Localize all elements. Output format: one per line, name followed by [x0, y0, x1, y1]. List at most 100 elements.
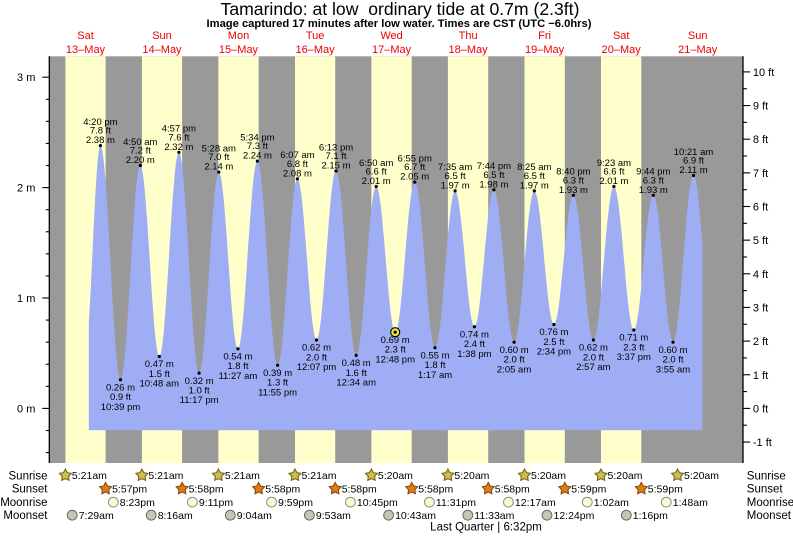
svg-text:5:28 am: 5:28 am: [202, 143, 236, 154]
svg-text:7.2 ft: 7.2 ft: [130, 146, 151, 157]
svg-text:2.4 ft: 2.4 ft: [464, 339, 485, 350]
svg-text:12:07 pm: 12:07 pm: [297, 362, 337, 373]
svg-text:6.8 ft: 6.8 ft: [287, 159, 308, 170]
svg-text:6.5 ft: 6.5 ft: [483, 170, 504, 181]
svg-text:5 ft: 5 ft: [753, 235, 768, 247]
svg-text:5:20am: 5:20am: [608, 470, 643, 482]
svg-text:9:53am: 9:53am: [316, 510, 351, 522]
svg-text:5:59pm: 5:59pm: [648, 484, 683, 496]
svg-text:0.47 m: 0.47 m: [145, 359, 174, 370]
svg-text:2.24 m: 2.24 m: [243, 151, 272, 162]
svg-text:1.93 m: 1.93 m: [639, 185, 668, 196]
svg-text:2.15 m: 2.15 m: [321, 161, 350, 172]
svg-text:10:21 am: 10:21 am: [674, 147, 714, 158]
svg-text:5:21am: 5:21am: [72, 470, 107, 482]
svg-text:0.39 m: 0.39 m: [263, 368, 292, 379]
svg-text:10:48 am: 10:48 am: [139, 379, 179, 390]
svg-text:Moonset: Moonset: [747, 510, 792, 522]
svg-text:8:40 pm: 8:40 pm: [556, 167, 590, 178]
svg-text:5:58pm: 5:58pm: [495, 484, 530, 496]
svg-text:1:38 pm: 1:38 pm: [457, 349, 491, 360]
svg-text:4:20 pm: 4:20 pm: [83, 117, 117, 128]
svg-text:3 ft: 3 ft: [753, 303, 768, 315]
svg-text:1.97 m: 1.97 m: [520, 180, 549, 191]
svg-text:6.7 ft: 6.7 ft: [404, 162, 425, 173]
svg-text:0 ft: 0 ft: [753, 403, 768, 415]
svg-text:5:58pm: 5:58pm: [342, 484, 377, 496]
svg-text:6:50 am: 6:50 am: [359, 158, 393, 169]
svg-text:4:57 pm: 4:57 pm: [162, 124, 196, 135]
svg-text:0.48 m: 0.48 m: [342, 358, 371, 369]
svg-text:2.3 ft: 2.3 ft: [385, 345, 406, 356]
svg-text:Sun: Sun: [152, 30, 172, 42]
svg-text:7.8 ft: 7.8 ft: [90, 126, 111, 137]
svg-text:7.6 ft: 7.6 ft: [168, 132, 189, 143]
svg-text:6 ft: 6 ft: [753, 202, 768, 214]
svg-text:7:44 pm: 7:44 pm: [477, 161, 511, 172]
svg-text:2.0 ft: 2.0 ft: [306, 352, 327, 363]
svg-text:6.3 ft: 6.3 ft: [643, 175, 664, 186]
svg-text:18–May: 18–May: [449, 44, 489, 56]
svg-text:5:58pm: 5:58pm: [189, 484, 224, 496]
svg-text:Moonrise: Moonrise: [0, 497, 47, 509]
svg-text:2.01 m: 2.01 m: [362, 176, 391, 187]
svg-text:10:43am: 10:43am: [395, 510, 436, 522]
svg-text:9 ft: 9 ft: [753, 101, 768, 113]
svg-text:Sun: Sun: [688, 30, 708, 42]
svg-text:0.60 m: 0.60 m: [658, 345, 687, 356]
svg-text:2.3 ft: 2.3 ft: [623, 342, 644, 353]
svg-text:9:59pm: 9:59pm: [278, 497, 313, 509]
svg-text:2:05 am: 2:05 am: [497, 364, 531, 375]
svg-text:5:20am: 5:20am: [378, 470, 413, 482]
svg-text:6.5 ft: 6.5 ft: [524, 171, 545, 182]
svg-text:6.3 ft: 6.3 ft: [563, 175, 584, 186]
svg-text:Moonset: Moonset: [3, 510, 48, 522]
svg-text:5:58pm: 5:58pm: [418, 484, 453, 496]
svg-text:Sat: Sat: [77, 30, 94, 42]
svg-text:9:44 pm: 9:44 pm: [636, 167, 670, 178]
svg-text:2:34 pm: 2:34 pm: [537, 347, 571, 358]
svg-text:7:35 am: 7:35 am: [438, 162, 472, 173]
svg-text:21–May: 21–May: [678, 44, 718, 56]
svg-text:0.9 ft: 0.9 ft: [110, 392, 131, 403]
svg-text:Sunrise: Sunrise: [747, 470, 786, 482]
svg-text:3 m: 3 m: [17, 72, 35, 84]
svg-text:1.97 m: 1.97 m: [441, 180, 470, 191]
svg-text:0 m: 0 m: [17, 403, 35, 415]
svg-text:Sunset: Sunset: [747, 484, 784, 496]
svg-text:16–May: 16–May: [296, 44, 336, 56]
svg-text:5:20am: 5:20am: [684, 470, 719, 482]
svg-text:0.60 m: 0.60 m: [500, 345, 529, 356]
svg-text:10 ft: 10 ft: [753, 67, 774, 79]
svg-text:Thu: Thu: [459, 30, 478, 42]
svg-text:1:02am: 1:02am: [594, 497, 629, 509]
svg-text:9:11pm: 9:11pm: [199, 497, 233, 509]
svg-text:0.26 m: 0.26 m: [106, 382, 135, 393]
svg-text:12:24pm: 12:24pm: [554, 510, 595, 522]
svg-text:5:21am: 5:21am: [225, 470, 260, 482]
svg-text:1.3 ft: 1.3 ft: [267, 378, 288, 389]
svg-text:8:23pm: 8:23pm: [120, 497, 155, 509]
svg-text:9:23 am: 9:23 am: [597, 158, 631, 169]
svg-text:Wed: Wed: [380, 30, 402, 42]
svg-text:12:48 pm: 12:48 pm: [375, 354, 415, 365]
svg-text:7.3 ft: 7.3 ft: [247, 141, 268, 152]
svg-text:6.6 ft: 6.6 ft: [366, 167, 387, 178]
svg-text:6.9 ft: 6.9 ft: [683, 156, 704, 167]
svg-text:12:34 am: 12:34 am: [336, 378, 376, 389]
svg-text:0.32 m: 0.32 m: [185, 376, 214, 387]
svg-text:11:33am: 11:33am: [474, 510, 514, 522]
svg-text:0.76 m: 0.76 m: [539, 327, 568, 338]
svg-text:14–May: 14–May: [142, 44, 182, 56]
svg-text:3:37 pm: 3:37 pm: [617, 352, 651, 363]
svg-text:2.05 m: 2.05 m: [400, 172, 429, 183]
svg-text:4:50 am: 4:50 am: [123, 137, 157, 148]
svg-text:5:57pm: 5:57pm: [112, 484, 147, 496]
svg-text:1.98 m: 1.98 m: [479, 179, 508, 190]
svg-text:2.38 m: 2.38 m: [86, 135, 115, 146]
svg-text:9:04am: 9:04am: [237, 510, 272, 522]
svg-text:Tamarindo: at low ordinary ti: Tamarindo: at low ordinary tide at 0.7m …: [221, 0, 580, 19]
svg-text:2:57 am: 2:57 am: [576, 362, 610, 373]
svg-text:5:21am: 5:21am: [302, 470, 337, 482]
svg-text:13–May: 13–May: [66, 44, 106, 56]
